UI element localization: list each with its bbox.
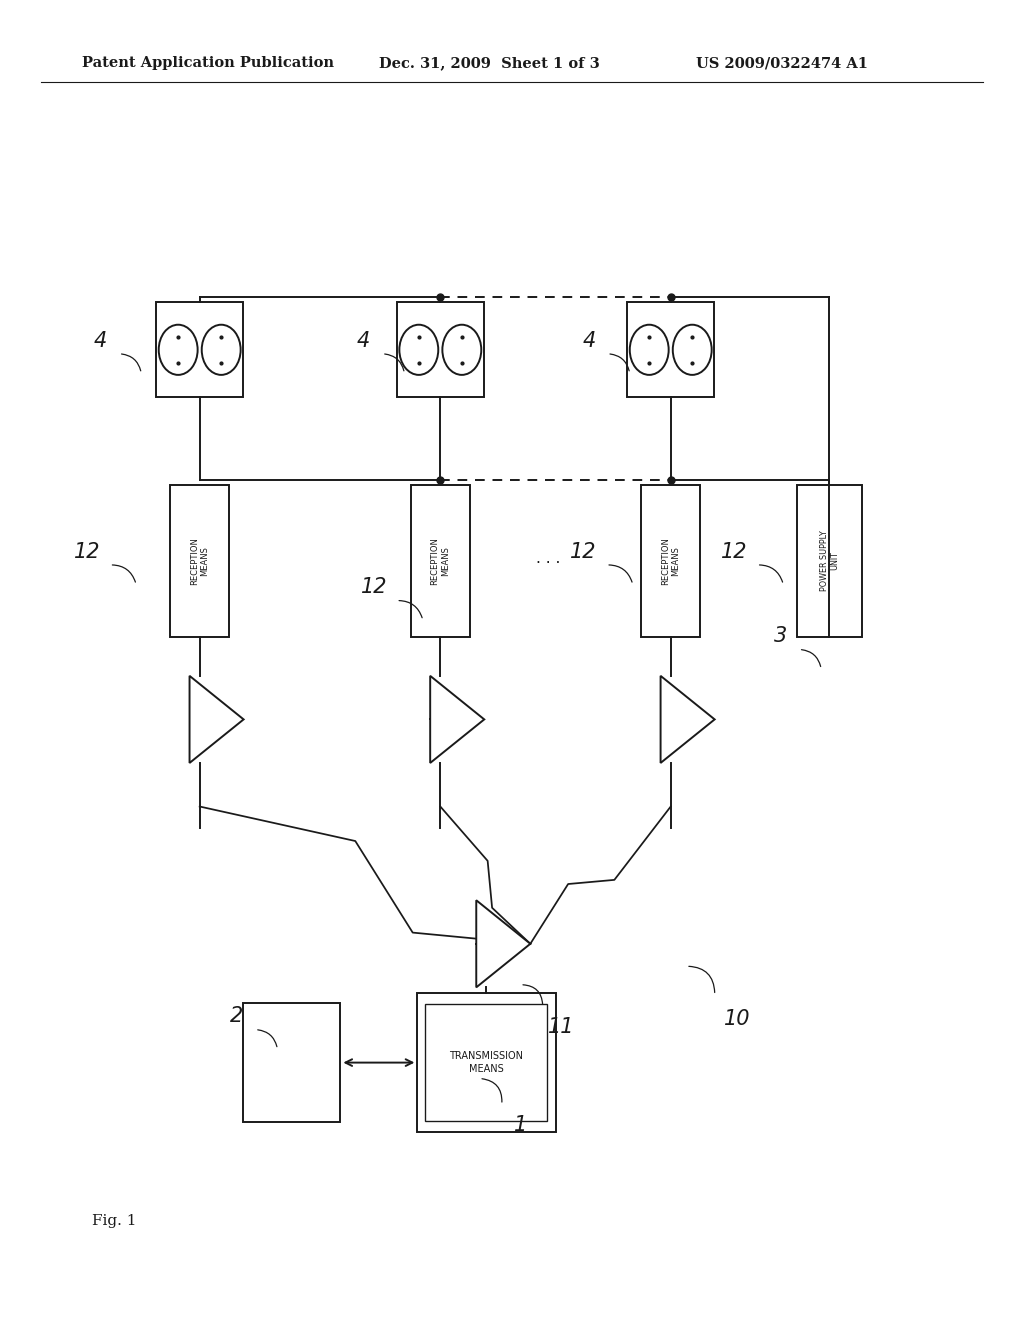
Text: POWER SUPPLY
UNIT: POWER SUPPLY UNIT	[820, 531, 839, 591]
Text: RECEPTION
MEANS: RECEPTION MEANS	[662, 537, 680, 585]
Circle shape	[442, 325, 481, 375]
Bar	[411, 486, 470, 638]
Bar	[627, 302, 715, 397]
Circle shape	[630, 325, 669, 375]
Bar	[798, 486, 862, 638]
Text: 12: 12	[570, 541, 597, 562]
Bar	[170, 486, 229, 638]
Text: 11: 11	[548, 1016, 574, 1038]
Bar	[397, 302, 484, 397]
Polygon shape	[660, 676, 715, 763]
Text: 12: 12	[721, 541, 748, 562]
Bar	[156, 302, 244, 397]
Text: RECEPTION
MEANS: RECEPTION MEANS	[431, 537, 450, 585]
Text: TRANSMISSION
MEANS: TRANSMISSION MEANS	[450, 1052, 523, 1073]
Text: 4: 4	[583, 330, 595, 351]
Text: 3: 3	[774, 626, 786, 647]
Circle shape	[202, 325, 241, 375]
Text: 1: 1	[514, 1114, 526, 1135]
Text: Fig. 1: Fig. 1	[92, 1214, 136, 1228]
Bar	[426, 1003, 547, 1121]
Bar	[641, 486, 700, 638]
Polygon shape	[430, 676, 484, 763]
Circle shape	[673, 325, 712, 375]
Bar	[244, 1003, 340, 1122]
Text: 12: 12	[360, 577, 387, 598]
Circle shape	[399, 325, 438, 375]
Polygon shape	[476, 900, 530, 987]
Text: Dec. 31, 2009  Sheet 1 of 3: Dec. 31, 2009 Sheet 1 of 3	[379, 57, 600, 70]
Text: US 2009/0322474 A1: US 2009/0322474 A1	[696, 57, 868, 70]
Text: Patent Application Publication: Patent Application Publication	[82, 57, 334, 70]
Polygon shape	[189, 676, 244, 763]
Bar	[418, 993, 555, 1131]
Text: 10: 10	[724, 1008, 751, 1030]
Text: 12: 12	[74, 541, 100, 562]
Text: 2: 2	[230, 1006, 243, 1027]
Text: RECEPTION
MEANS: RECEPTION MEANS	[190, 537, 209, 585]
Text: . . .: . . .	[536, 550, 560, 566]
Text: 4: 4	[94, 330, 106, 351]
Text: 4: 4	[357, 330, 370, 351]
Circle shape	[159, 325, 198, 375]
